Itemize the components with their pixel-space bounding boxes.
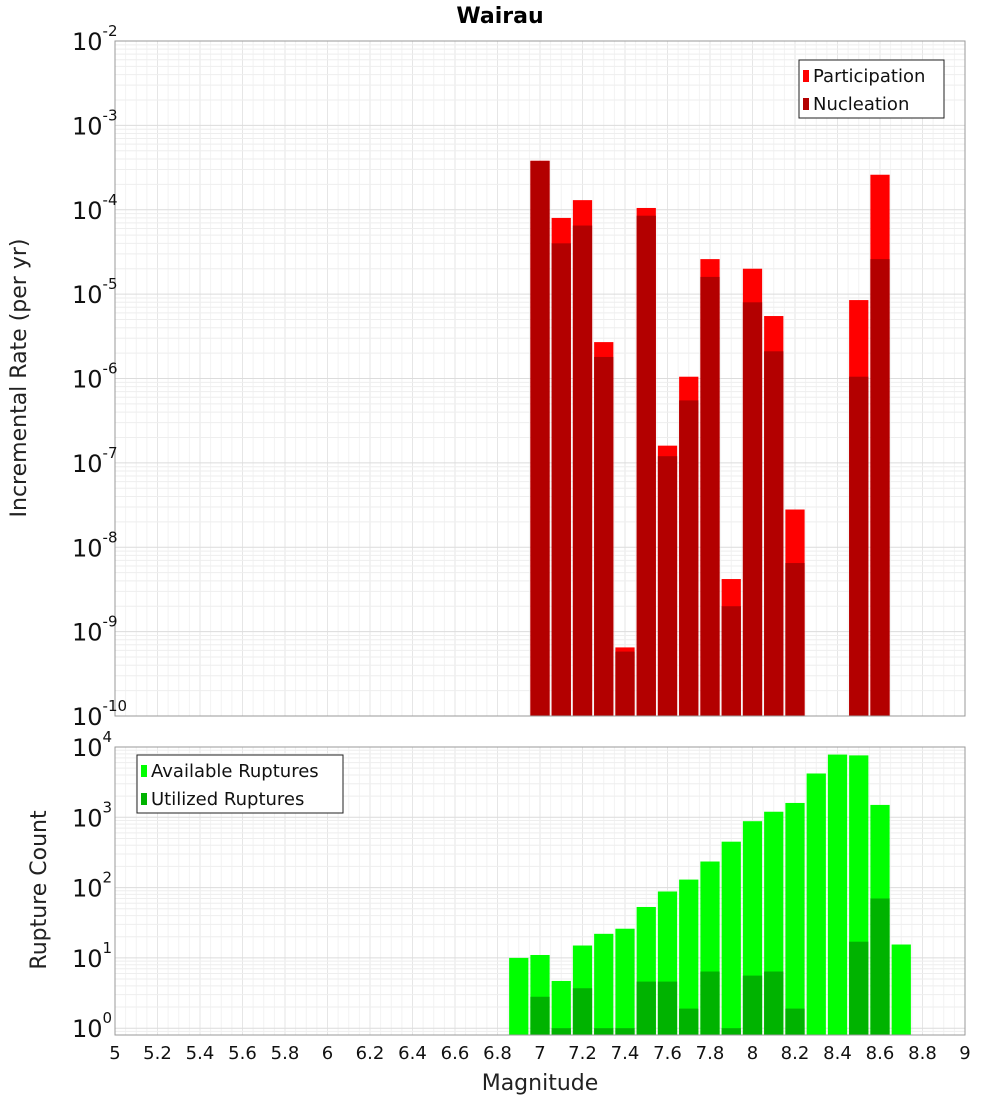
top-bar-nucleation — [530, 160, 550, 717]
top-legend-label: Nucleation — [813, 94, 909, 115]
bottom-bar-utilized-ruptures — [551, 1028, 571, 1035]
top-bar-nucleation — [679, 400, 699, 716]
x-tick-label: 6.4 — [398, 1043, 427, 1064]
x-tick-label: 7.4 — [611, 1043, 640, 1064]
top-plot-frame — [114, 40, 966, 717]
x-tick-label: 7.6 — [653, 1043, 682, 1064]
bottom-bar-utilized-ruptures — [594, 1028, 614, 1035]
top-bar-nucleation — [764, 351, 784, 716]
bottom-bar-utilized-ruptures — [657, 981, 678, 1035]
bottom-bar-available-ruptures — [551, 980, 571, 1035]
bottom-y-tick-label: 100 — [72, 1009, 112, 1043]
top-bar-nucleation — [636, 215, 656, 717]
top-y-tick-label: 10-2 — [72, 22, 118, 56]
bottom-bar-utilized-ruptures — [721, 1028, 741, 1035]
top-bar-nucleation — [551, 243, 571, 717]
x-tick-label: 8.6 — [866, 1043, 895, 1064]
x-tick-label: 7 — [534, 1043, 545, 1064]
x-tick-label: 8.8 — [908, 1043, 937, 1064]
bottom-bar-available-ruptures — [827, 754, 848, 1035]
bottom-legend-swatch — [141, 793, 147, 805]
top-y-tick-label: 10-3 — [72, 106, 118, 140]
top-y-tick-label: 10-8 — [72, 528, 118, 562]
bottom-bar-available-ruptures — [891, 944, 911, 1035]
bottom-bar-utilized-ruptures — [849, 941, 869, 1035]
top-legend-label: Participation — [813, 66, 925, 87]
bottom-y-tick-label: 101 — [72, 939, 112, 973]
plot-area: 10-10 10-9 10-8 10-7 10-6 10-5 10-4 10-3 10-2 Par… — [72, 22, 971, 1064]
bottom-bar-available-ruptures — [806, 773, 826, 1035]
bottom-bar-available-ruptures — [594, 933, 614, 1035]
top-panel: 10-10 10-9 10-8 10-7 10-6 10-5 10-4 10-3 10-2 Par… — [72, 22, 966, 731]
x-tick-label: 5.8 — [271, 1043, 300, 1064]
bottom-y-tick-label: 104 — [72, 728, 112, 762]
bottom-bar-utilized-ruptures — [764, 971, 784, 1035]
top-legend-swatch — [803, 70, 809, 82]
x-tick-label: 6.2 — [356, 1043, 385, 1064]
bottom-bar-utilized-ruptures — [742, 975, 763, 1035]
bottom-panel: 100 101 102 103 104 Available Ruptures Utilize… — [72, 728, 966, 1043]
bottom-legend-label: Available Ruptures — [151, 761, 319, 782]
bottom-legend-box — [136, 754, 344, 814]
bottom-bar-utilized-ruptures — [530, 996, 550, 1035]
x-tick-label: 6.8 — [483, 1043, 512, 1064]
x-tick-label: 5.4 — [186, 1043, 215, 1064]
x-tick-label: 8 — [747, 1043, 758, 1064]
x-tick-label: 6 — [322, 1043, 333, 1064]
bottom-bar-available-ruptures — [509, 957, 529, 1035]
top-legend-swatch — [803, 98, 809, 110]
bottom-bar-utilized-ruptures — [636, 981, 656, 1035]
top-y-tick-label: 10-9 — [72, 613, 118, 647]
bottom-y-axis-label: Rupture Count — [27, 810, 52, 970]
top-y-tick-label: 10-5 — [72, 275, 118, 309]
x-tick-label: 5.6 — [228, 1043, 257, 1064]
bottom-bar-utilized-ruptures — [615, 1028, 635, 1035]
bottom-bar-available-ruptures — [721, 841, 741, 1035]
bottom-bar-utilized-ruptures — [679, 1008, 699, 1035]
top-bar-nucleation — [742, 302, 763, 716]
x-tick-label: 7.8 — [696, 1043, 725, 1064]
x-axis-label: Magnitude — [482, 1071, 599, 1096]
bottom-bar-available-ruptures — [679, 879, 699, 1035]
top-bar-nucleation — [572, 225, 593, 716]
chart-title: Wairau — [456, 4, 543, 29]
top-y-tick-label: 10-7 — [72, 444, 118, 478]
bottom-bar-available-ruptures — [615, 928, 635, 1035]
top-bar-nucleation — [870, 259, 890, 716]
x-tick-label: 9 — [959, 1043, 970, 1064]
top-bar-nucleation — [721, 606, 741, 716]
bottom-bar-utilized-ruptures — [870, 898, 890, 1035]
top-y-tick-label: 10-10 — [72, 697, 127, 731]
bottom-y-tick-label: 103 — [72, 798, 112, 832]
x-tick-label: 6.6 — [441, 1043, 470, 1064]
bottom-plot-frame — [114, 746, 966, 1036]
bottom-bar-utilized-ruptures — [785, 1008, 805, 1035]
x-tick-label: 5 — [109, 1043, 120, 1064]
top-bar-nucleation — [785, 563, 805, 716]
top-bar-nucleation — [657, 456, 678, 716]
top-y-tick-label: 10-4 — [72, 191, 118, 225]
top-bar-nucleation — [594, 356, 614, 716]
x-tick-label: 8.4 — [823, 1043, 852, 1064]
bottom-bar-available-ruptures — [785, 802, 805, 1035]
top-bar-nucleation — [700, 276, 720, 716]
top-bar-nucleation — [615, 651, 635, 716]
x-tick-label: 5.2 — [143, 1043, 172, 1064]
bottom-y-tick-label: 102 — [72, 869, 112, 903]
bottom-legend-swatch — [141, 765, 147, 777]
top-bar-nucleation — [849, 376, 869, 716]
bottom-bar-utilized-ruptures — [700, 971, 720, 1035]
x-tick-label: 7.2 — [568, 1043, 597, 1064]
top-legend-box — [798, 59, 945, 119]
x-tick-label: 8.2 — [781, 1043, 810, 1064]
top-y-tick-label: 10-6 — [72, 360, 118, 394]
top-y-axis-label: Incremental Rate (per yr) — [7, 239, 32, 518]
bottom-bar-utilized-ruptures — [572, 988, 593, 1035]
bottom-legend-label: Utilized Ruptures — [151, 789, 304, 810]
